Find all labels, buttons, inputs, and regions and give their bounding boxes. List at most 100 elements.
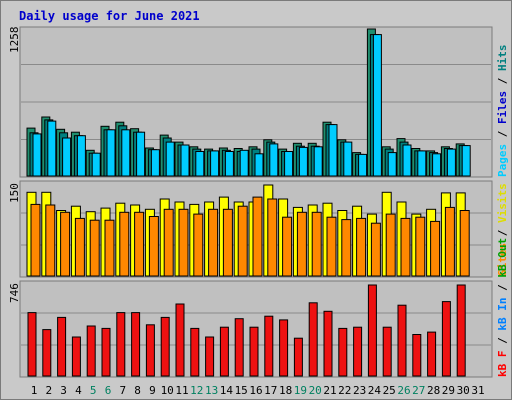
legend-sites: Sites (496, 243, 509, 276)
bar-sites-10 (163, 208, 174, 277)
bar-pages-16 (254, 153, 264, 177)
bars-top (21, 28, 491, 177)
legend-hits: Hits (496, 45, 509, 72)
bar-sites-22 (341, 219, 352, 277)
bar-sites-19 (296, 211, 307, 277)
legend-kb-f: kB F (496, 351, 509, 378)
bar-pages-26 (402, 144, 412, 177)
bar-sites-28 (430, 220, 441, 277)
legend-top: Pages / Files / Hits (496, 45, 509, 178)
bar-kbytes-20 (308, 302, 318, 377)
day-label-1: 1 (31, 384, 38, 397)
day-label-5: 5 (90, 384, 97, 397)
day-label-27: 27 (412, 384, 425, 397)
legend-files: Files (496, 91, 509, 124)
bar-pages-27 (417, 150, 427, 177)
bar-sites-8 (134, 211, 145, 277)
bar-sites-3 (60, 211, 71, 277)
bar-sites-4 (74, 217, 85, 277)
bar-sites-11 (178, 208, 189, 277)
day-label-29: 29 (442, 384, 455, 397)
bar-pages-15 (239, 149, 249, 177)
bar-sites-30 (459, 210, 470, 277)
bar-kbytes-5 (86, 325, 96, 377)
bar-pages-3 (62, 137, 72, 177)
day-label-7: 7 (119, 384, 126, 397)
bar-kbytes-28 (427, 331, 437, 377)
bar-sites-21 (326, 216, 337, 277)
bar-pages-12 (195, 151, 205, 177)
bars-middle (21, 184, 491, 277)
bar-kbytes-3 (57, 316, 67, 377)
bar-pages-13 (210, 150, 220, 177)
day-label-17: 17 (264, 384, 277, 397)
bar-pages-11 (180, 144, 190, 177)
bar-pages-7 (121, 129, 131, 177)
bar-kbytes-10 (160, 316, 170, 377)
day-label-11: 11 (175, 384, 188, 397)
bar-kbytes-19 (293, 337, 303, 377)
chart-title: Daily usage for June 2021 (19, 9, 200, 23)
ymax-middle: 150 (8, 183, 21, 203)
bar-pages-21 (328, 124, 338, 177)
bar-kbytes-17 (264, 315, 274, 377)
ymax-bottom: 746 (8, 283, 21, 303)
day-label-31: 31 (471, 384, 484, 397)
bar-sites-14 (222, 208, 233, 277)
bar-kbytes-2 (42, 329, 52, 377)
day-label-28: 28 (427, 384, 440, 397)
bar-kbytes-25 (382, 326, 392, 377)
bar-pages-5 (91, 152, 101, 177)
bar-kbytes-24 (367, 284, 377, 377)
bar-kbytes-7 (116, 312, 126, 377)
bar-kbytes-23 (353, 326, 363, 377)
bar-sites-25 (385, 213, 396, 277)
day-label-23: 23 (353, 384, 366, 397)
bar-kbytes-1 (27, 312, 37, 377)
bar-sites-17 (267, 198, 278, 277)
bar-pages-17 (269, 143, 279, 177)
bar-sites-12 (193, 213, 204, 277)
day-labels: 1 2 3 4 5 6 7 8 9 10 11 12 13 14 15 16 17 18 19 20 21 22 23 24 2… (31, 384, 485, 397)
bar-kbytes-18 (279, 319, 289, 377)
day-label-14: 14 (220, 384, 234, 397)
legend-sep-2: / (496, 77, 509, 84)
bar-kbytes-26 (397, 304, 407, 377)
bar-pages-19 (298, 146, 308, 177)
bar-kbytes-15 (234, 318, 244, 377)
bar-sites-18 (282, 216, 293, 277)
bar-pages-22 (343, 141, 353, 177)
day-label-12: 12 (190, 384, 203, 397)
bar-sites-5 (89, 219, 100, 277)
legend-sep-5: / (496, 284, 509, 291)
day-label-30: 30 (457, 384, 470, 397)
day-label-2: 2 (45, 384, 52, 397)
bar-pages-25 (387, 152, 397, 177)
bar-kbytes-13 (205, 336, 215, 377)
day-label-16: 16 (249, 384, 262, 397)
day-label-20: 20 (309, 384, 322, 397)
legend-kb-out: kB Out (496, 238, 509, 278)
bar-pages-8 (136, 131, 146, 177)
day-label-4: 4 (75, 384, 82, 397)
bar-sites-20 (311, 211, 322, 277)
day-label-19: 19 (294, 384, 307, 397)
bar-kbytes-4 (71, 336, 81, 377)
bar-pages-4 (76, 135, 86, 177)
bar-sites-9 (148, 216, 159, 277)
bar-sites-2 (45, 204, 56, 277)
legend-pages: Pages (496, 144, 509, 177)
bar-kbytes-6 (101, 327, 111, 377)
legend-sep-3: / (496, 229, 509, 236)
day-label-10: 10 (161, 384, 174, 397)
day-label-22: 22 (338, 384, 351, 397)
bar-sites-15 (237, 205, 248, 277)
day-label-3: 3 (60, 384, 67, 397)
bar-kbytes-16 (249, 326, 259, 377)
legend-kb-in: kB In (496, 298, 509, 331)
bar-pages-1 (32, 133, 42, 177)
legend-middle: Sites / Visits (496, 183, 509, 276)
bar-sites-29 (444, 206, 455, 277)
